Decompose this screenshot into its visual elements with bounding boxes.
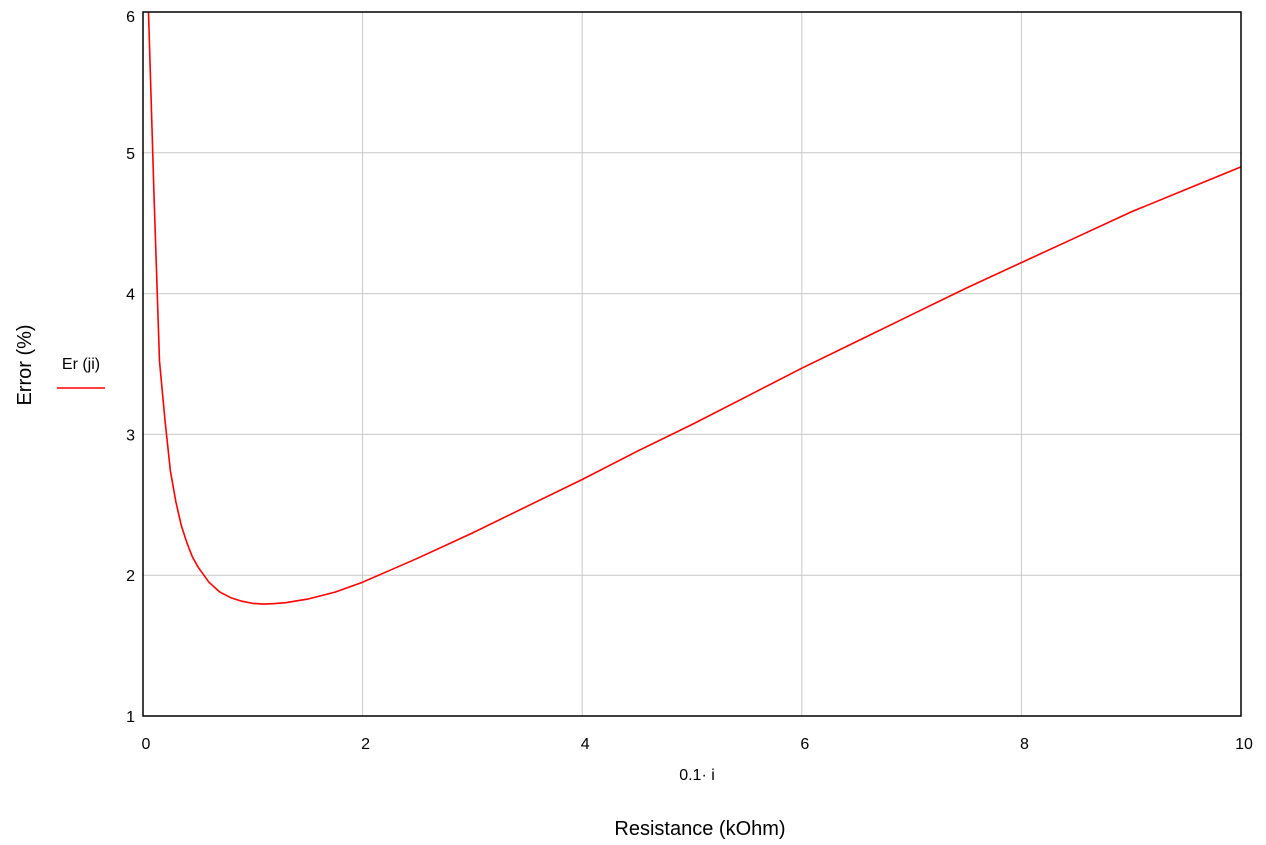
y-tick-label: 4 xyxy=(126,287,135,304)
x-expression-label: 0.1· i xyxy=(679,767,715,784)
y-tick-label: 6 xyxy=(126,9,135,26)
x-tick-label: 10 xyxy=(1235,736,1253,753)
legend-label: Er (ji) xyxy=(62,356,100,373)
x-axis-title: Resistance (kOhm) xyxy=(614,818,785,840)
y-tick-labels: 1 2 3 4 5 6 xyxy=(126,9,135,726)
grid xyxy=(143,12,1241,716)
y-tick-label: 5 xyxy=(126,146,135,163)
y-tick-label: 3 xyxy=(126,427,135,444)
x-tick-label: 0 xyxy=(142,736,151,753)
x-tick-label: 2 xyxy=(361,736,370,753)
x-tick-label: 8 xyxy=(1020,736,1029,753)
x-tick-labels: 0 2 4 6 8 10 xyxy=(142,736,1253,753)
series-line xyxy=(147,12,1241,605)
y-tick-label: 2 xyxy=(126,568,135,585)
plot-frame xyxy=(142,11,1242,717)
x-tick-label: 4 xyxy=(581,736,590,753)
series-layer xyxy=(147,12,1241,605)
x-tick-label: 6 xyxy=(800,736,809,753)
legend: Er (ji) xyxy=(57,356,105,389)
y-tick-label: 1 xyxy=(126,709,135,726)
y-axis-title: Error (%) xyxy=(14,324,36,405)
